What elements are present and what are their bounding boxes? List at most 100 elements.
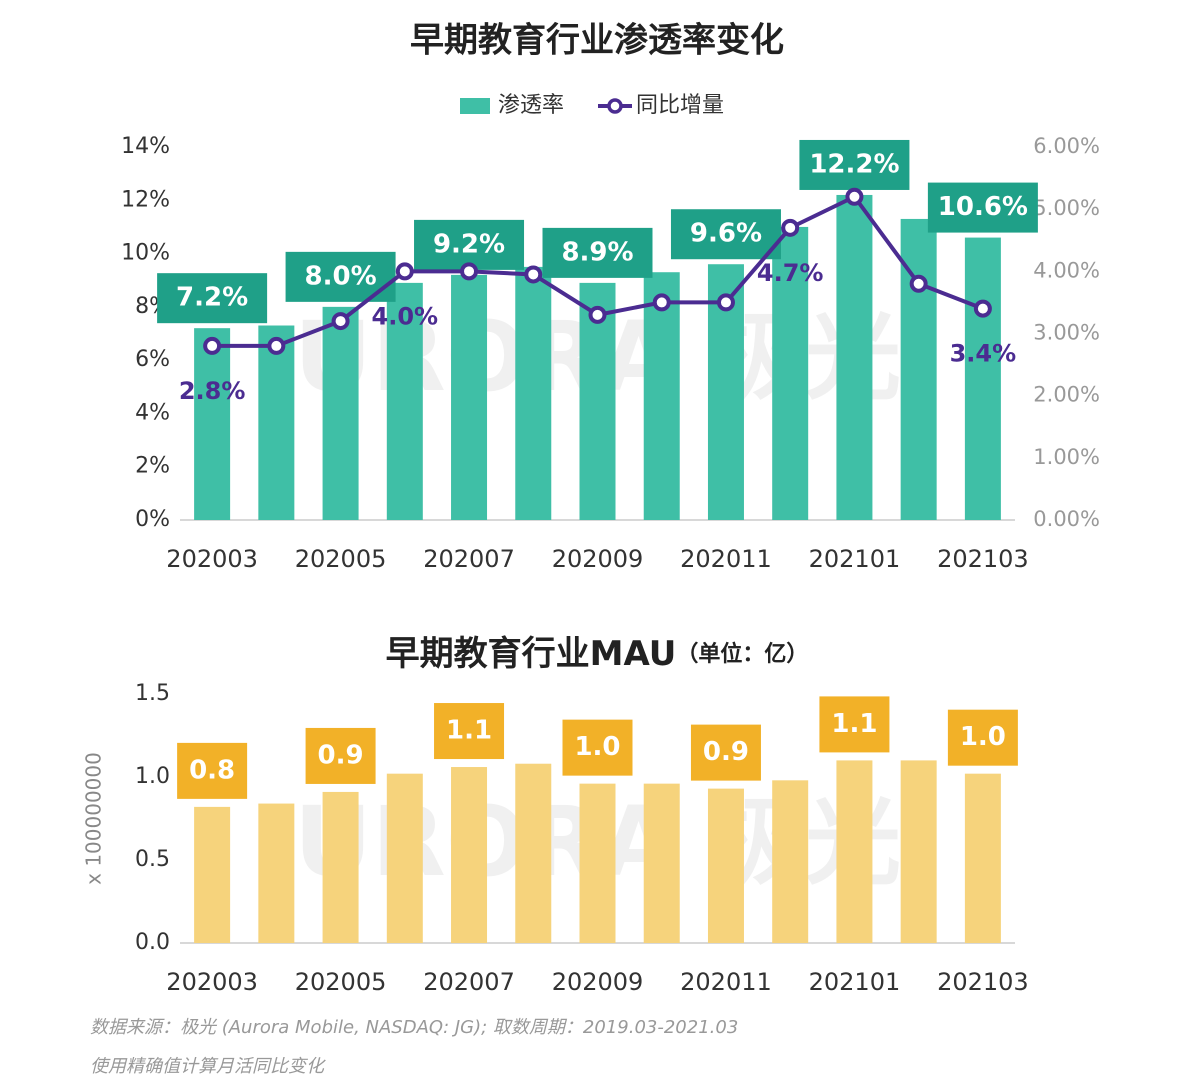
bar [836, 760, 873, 943]
value-label-box [927, 182, 1038, 233]
point [716, 293, 735, 312]
x-tick-label: 202005 [295, 968, 387, 996]
y2-tick-label: 5.00% [1033, 196, 1100, 220]
value-label-box [947, 709, 1018, 766]
x-tick-label: 202009 [552, 968, 644, 996]
value-label: 8.0% [305, 261, 377, 291]
y-tick-label: 14% [121, 134, 170, 159]
y-tick-label: 4% [135, 400, 170, 425]
point [588, 305, 607, 324]
note: 使用精确值计算月活同比变化 [90, 1056, 326, 1077]
value-label: 1.1 [831, 709, 877, 739]
bar [579, 783, 616, 943]
value-label-box [542, 227, 653, 278]
y2-tick-label: 2.00% [1033, 383, 1100, 407]
bar [772, 226, 809, 520]
value-label-box [690, 724, 761, 781]
value-label: 9.6% [690, 219, 762, 249]
point [909, 274, 928, 293]
bar [451, 767, 488, 943]
point [652, 293, 671, 312]
y2-tick-label: 6.00% [1033, 134, 1100, 158]
value-label: 8.9% [561, 237, 633, 267]
x-tick-label: 202005 [295, 545, 387, 573]
value-label: 0.8 [189, 755, 235, 785]
value-label-box [434, 703, 505, 760]
point [267, 336, 286, 355]
y-tick-label: 1.0 [135, 764, 170, 789]
value-label: 12.2% [809, 149, 899, 179]
x-tick-label: 202011 [680, 545, 772, 573]
value-label: 3.4% [950, 340, 1017, 368]
y-tick-label: 0% [135, 507, 170, 532]
bar [836, 194, 873, 520]
bar [643, 272, 680, 520]
bar [707, 788, 744, 943]
x-tick-label: 202101 [809, 968, 901, 996]
bar [451, 274, 488, 520]
bar [515, 266, 552, 520]
value-label-box [799, 139, 910, 190]
bar [900, 760, 937, 943]
title-unit: （单位：亿） [676, 641, 808, 667]
point [845, 187, 864, 206]
y2-tick-label: 4.00% [1033, 258, 1100, 282]
y-tick-label: 1.5 [135, 681, 170, 706]
x-tick-label: 202007 [423, 545, 515, 573]
value-label-box [177, 742, 248, 799]
bar [643, 783, 680, 943]
bar [964, 237, 1001, 521]
legend-swatch [607, 98, 623, 114]
value-label-box [414, 219, 525, 270]
value-label: 7.2% [176, 283, 248, 313]
x-tick-label: 202101 [809, 545, 901, 573]
point [395, 262, 414, 281]
value-label: 1.0 [574, 732, 620, 762]
value-label-box [157, 273, 268, 324]
legend-swatch [460, 98, 490, 114]
point [460, 262, 479, 281]
x-tick-label: 202103 [937, 545, 1029, 573]
bar [258, 325, 295, 520]
x-tick-label: 202011 [680, 968, 772, 996]
value-label: 10.6% [938, 192, 1028, 222]
value-label-box [562, 719, 633, 776]
value-label-box [305, 727, 376, 784]
source: 数据来源：极光 (Aurora Mobile, NASDAQ: JG); 取数周… [90, 1017, 738, 1038]
x-tick-label: 202103 [937, 968, 1029, 996]
bar [322, 791, 359, 943]
bar [258, 803, 295, 943]
y-tick-label: 12% [121, 187, 170, 212]
x-tick-label: 202003 [166, 968, 258, 996]
value-label: 2.8% [179, 377, 246, 405]
bar [386, 773, 423, 943]
y2-tick-label: 1.00% [1033, 445, 1100, 469]
point [203, 336, 222, 355]
legend-label: 渗透率 [498, 93, 564, 118]
point [524, 265, 543, 284]
x-tick-label: 202003 [166, 545, 258, 573]
y2-tick-label: 0.00% [1033, 507, 1100, 531]
value-label: 4.0% [372, 302, 439, 330]
value-label-box [819, 696, 890, 753]
legend-label: 同比增量 [636, 93, 724, 118]
value-label: 9.2% [433, 229, 505, 259]
title-main: 早期教育行业MAU [386, 634, 677, 674]
point [973, 299, 992, 318]
bar [194, 328, 231, 520]
value-label: 1.0 [960, 722, 1006, 752]
y-axis-label: x 100000000 [82, 752, 106, 885]
y-tick-label: 2% [135, 454, 170, 479]
x-tick-label: 202009 [552, 545, 644, 573]
bar [194, 806, 231, 943]
y2-tick-label: 3.00% [1033, 321, 1100, 345]
x-tick-label: 202007 [423, 968, 515, 996]
y-tick-label: 0.5 [135, 847, 170, 872]
chart-title: 早期教育行业MAU（单位：亿） [386, 634, 809, 674]
bar [964, 773, 1001, 943]
bar [772, 780, 809, 943]
bar [515, 763, 552, 943]
value-label: 1.1 [446, 716, 492, 746]
y-tick-label: 0.0 [135, 930, 170, 955]
